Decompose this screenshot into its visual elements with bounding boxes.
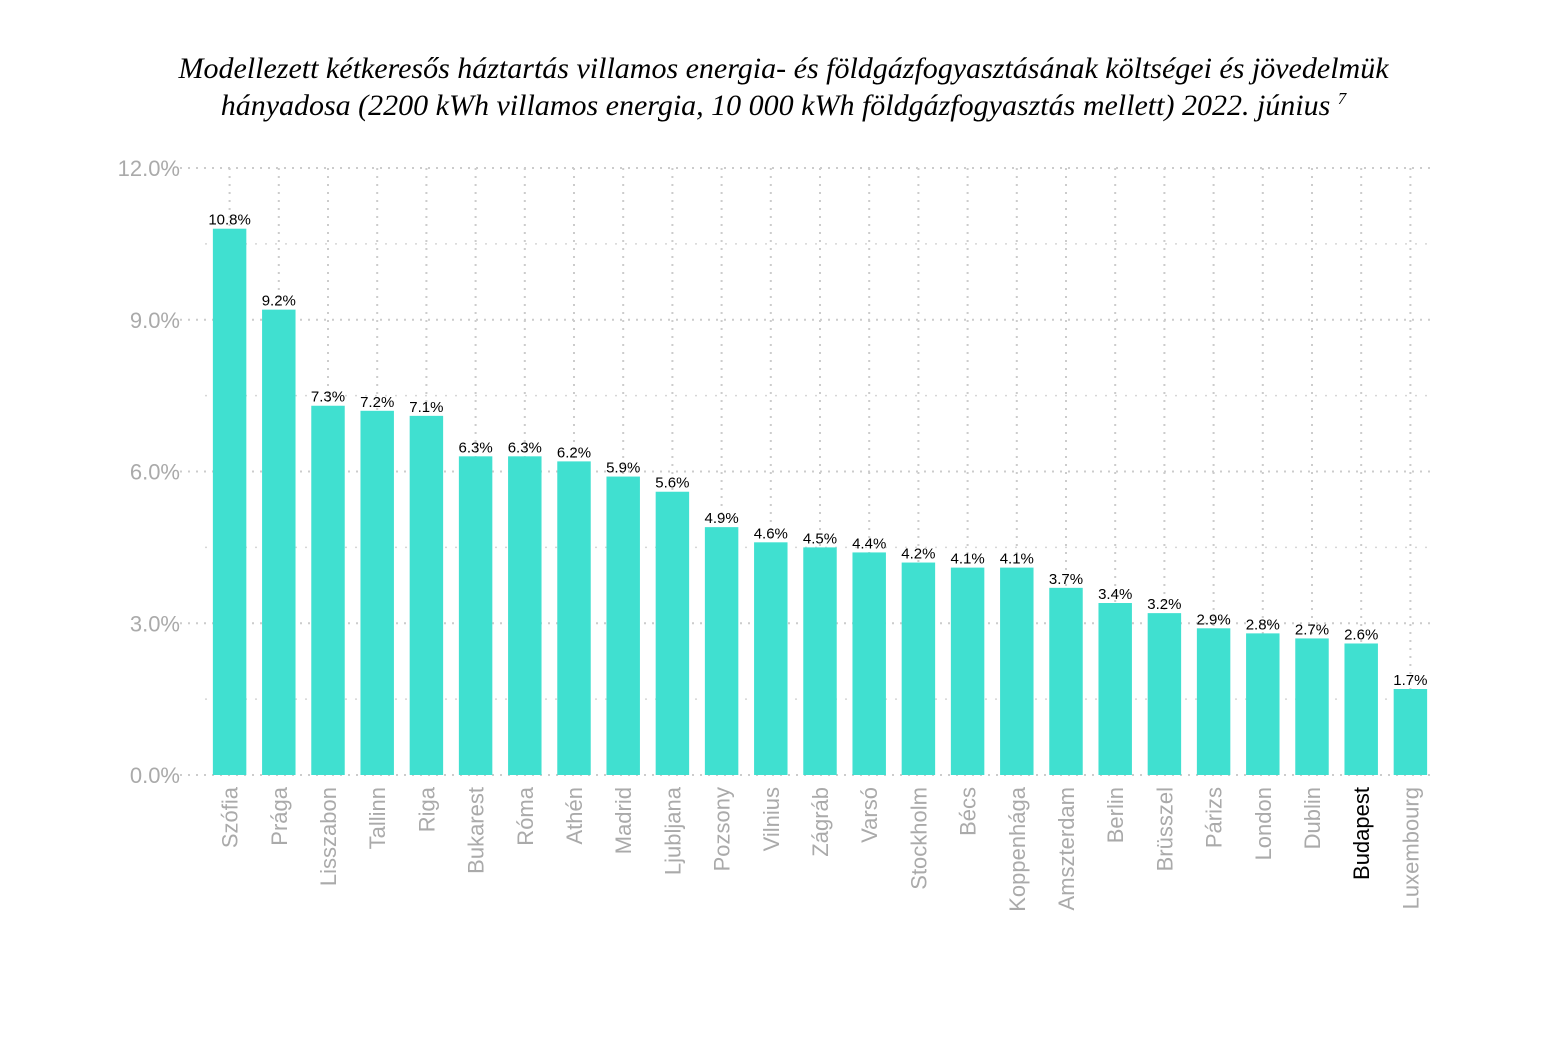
x-tick-label: Amszterdam [1054, 787, 1079, 910]
x-tick-label: Zágráb [808, 787, 833, 857]
x-tick-label: Athén [562, 787, 587, 845]
data-label: 4.4% [852, 535, 886, 552]
bar [458, 456, 493, 775]
y-tick-label: 6.0% [130, 460, 180, 485]
data-label: 7.2% [360, 394, 394, 411]
data-label: 3.7% [1049, 571, 1083, 588]
bar [1049, 587, 1083, 775]
bar [508, 456, 542, 775]
x-axis-ticks: Szófia Prága Lisszabon Tallinn Riga Bukarest R… [218, 786, 1424, 912]
data-label: 4.9% [704, 510, 738, 527]
data-label: 2.6% [1344, 626, 1378, 643]
bar [262, 309, 296, 775]
x-tick-label: Tallinn [365, 787, 390, 849]
bar [1196, 628, 1231, 775]
data-label: 7.3% [311, 389, 345, 406]
chart-title: Modellezett kétkeresős háztartás villamo… [0, 50, 1567, 124]
x-tick-label: Brüsszel [1152, 787, 1177, 871]
x-tick-label: Budapest [1349, 787, 1374, 880]
bar [557, 461, 591, 775]
data-label: 3.2% [1147, 596, 1181, 613]
y-tick-label: 0.0% [130, 763, 180, 788]
data-label: 6.3% [508, 439, 542, 456]
data-label: 5.6% [655, 475, 689, 492]
y-tick-label: 9.0% [130, 308, 180, 333]
bar [754, 542, 788, 775]
data-label: 7.1% [409, 399, 443, 416]
bar [606, 476, 640, 775]
x-tick-label: Párizs [1202, 787, 1227, 848]
bar [1098, 603, 1132, 775]
y-tick-label: 12.0% [118, 156, 180, 181]
x-tick-label: Dublin [1300, 787, 1325, 849]
y-tick-label: 3.0% [130, 611, 180, 636]
x-tick-label: Szófia [218, 786, 243, 848]
bar [1246, 633, 1280, 775]
bar [1393, 689, 1428, 775]
x-tick-label: Ljubljana [660, 786, 685, 875]
x-tick-label: Prága [267, 786, 292, 845]
x-tick-label: Pozsony [710, 787, 735, 871]
chart-title-line2-wrap: hányadosa (2200 kWh villamos energia, 10… [0, 87, 1567, 124]
x-tick-label: Luxembourg [1398, 787, 1423, 909]
x-tick-label: Madrid [611, 787, 636, 854]
title-footnote-marker: 7 [1337, 89, 1347, 108]
data-label: 2.8% [1246, 616, 1280, 633]
x-tick-label: Stockholm [906, 787, 931, 890]
y-axis-ticks: 0.0% 3.0% 6.0% 9.0% 12.0% [118, 156, 180, 788]
x-tick-label: Vilnius [759, 787, 784, 851]
x-tick-label: Bécs [956, 787, 981, 836]
data-label: 6.3% [458, 439, 492, 456]
data-label: 4.5% [803, 530, 837, 547]
data-label: 3.4% [1098, 586, 1132, 603]
data-label: 10.8% [208, 212, 251, 229]
bar [704, 527, 739, 775]
bar [360, 410, 394, 775]
data-label: 4.6% [754, 525, 788, 542]
bar [901, 562, 936, 775]
bar [1147, 613, 1182, 775]
bar [409, 415, 444, 775]
bar [803, 547, 837, 775]
data-label: 2.9% [1196, 611, 1230, 628]
bar [1000, 567, 1034, 775]
bar [950, 567, 985, 775]
x-tick-label: Varsó [857, 787, 882, 843]
bar [1344, 643, 1378, 775]
data-label: 1.7% [1393, 672, 1427, 689]
data-label: 2.7% [1295, 621, 1329, 638]
chart-title-line2: hányadosa (2200 kWh villamos energia, 10… [220, 89, 1331, 122]
bars [212, 228, 1428, 775]
data-label: 4.1% [1000, 551, 1034, 568]
bar [212, 228, 247, 775]
data-labels: 10.8% 9.2% 7.3% 7.2% 7.1% 6.3% 6.3% 6.2% 5.9% 5.6… [208, 212, 1427, 689]
data-label: 9.2% [262, 293, 296, 310]
x-tick-label: Berlin [1103, 787, 1128, 843]
data-label: 6.2% [557, 444, 591, 461]
chart-title-line1: Modellezett kétkeresős háztartás villamo… [178, 52, 1389, 85]
x-tick-label: Róma [513, 786, 538, 845]
x-tick-label: Bukarest [464, 787, 489, 874]
x-tick-label: Koppenhága [1005, 786, 1030, 912]
x-tick-label: Lisszabon [316, 787, 341, 886]
data-label: 4.2% [901, 546, 935, 563]
bar [311, 405, 345, 775]
bar [655, 491, 690, 775]
bar [852, 552, 886, 775]
data-label: 4.1% [950, 551, 984, 568]
data-label: 5.9% [606, 460, 640, 477]
x-tick-label: London [1251, 787, 1276, 860]
x-tick-label: Riga [414, 786, 439, 832]
bar [1295, 638, 1329, 775]
